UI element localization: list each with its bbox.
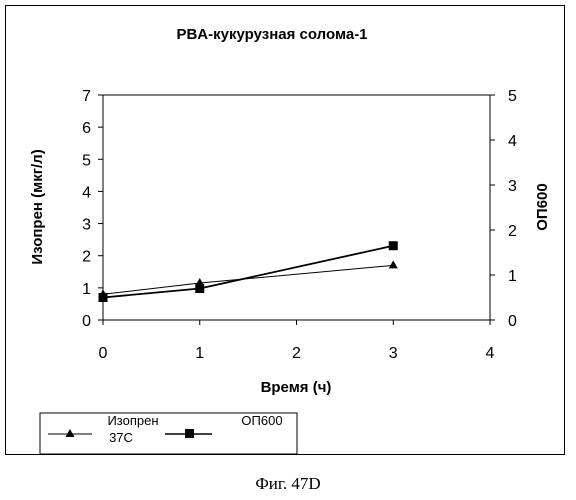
square-marker xyxy=(99,293,108,302)
y2-axis-label: ОП600 xyxy=(534,183,551,230)
y2-tick-label: 2 xyxy=(508,223,517,240)
y-tick-label: 1 xyxy=(82,281,91,298)
legend-label-od600: ОП600 xyxy=(241,413,282,428)
x-tick-label: 1 xyxy=(195,345,204,362)
x-tick-label: 0 xyxy=(99,345,108,362)
plot-area xyxy=(103,95,490,320)
y2-tick-label: 0 xyxy=(508,313,517,330)
y2-tick-label: 1 xyxy=(508,268,517,285)
x-axis-label: Время (ч) xyxy=(261,379,332,396)
y2-tick-label: 3 xyxy=(508,178,517,195)
y-tick-label: 6 xyxy=(82,120,91,137)
y-tick-label: 4 xyxy=(82,184,91,201)
legend-marker-square xyxy=(185,429,194,438)
x-tick-label: 4 xyxy=(486,345,495,362)
y-tick-label: 2 xyxy=(82,249,91,266)
legend-label-isoprene-line2: 37С xyxy=(109,430,133,445)
square-marker xyxy=(389,241,398,250)
square-marker xyxy=(195,284,204,293)
y2-tick-label: 5 xyxy=(508,88,517,105)
triangle-marker xyxy=(389,260,398,268)
legend: Изопрен 37С ОП600 xyxy=(40,413,297,454)
series-line-1 xyxy=(103,246,393,298)
y-tick-label: 0 xyxy=(82,313,91,330)
chart-title: PBA-кукурузная солома-1 xyxy=(176,26,367,43)
series-group xyxy=(99,241,398,302)
x-tick-label: 2 xyxy=(292,345,301,362)
x-tick-label: 3 xyxy=(389,345,398,362)
y-axis-right: 0 1 2 3 4 5 xyxy=(490,88,517,330)
y-tick-label: 7 xyxy=(82,88,91,105)
series-line-0 xyxy=(103,265,393,294)
y-tick-label: 3 xyxy=(82,217,91,234)
legend-label-isoprene-line1: Изопрен xyxy=(107,413,158,428)
x-axis: 0 1 2 3 4 xyxy=(99,320,495,362)
legend-marker-triangle xyxy=(66,429,75,437)
y-tick-label: 5 xyxy=(82,152,91,169)
figure-caption: Фиг. 47D xyxy=(255,474,320,493)
y2-tick-label: 4 xyxy=(508,133,517,150)
y-axis-label: Изопрен (мкг/л) xyxy=(29,149,46,264)
